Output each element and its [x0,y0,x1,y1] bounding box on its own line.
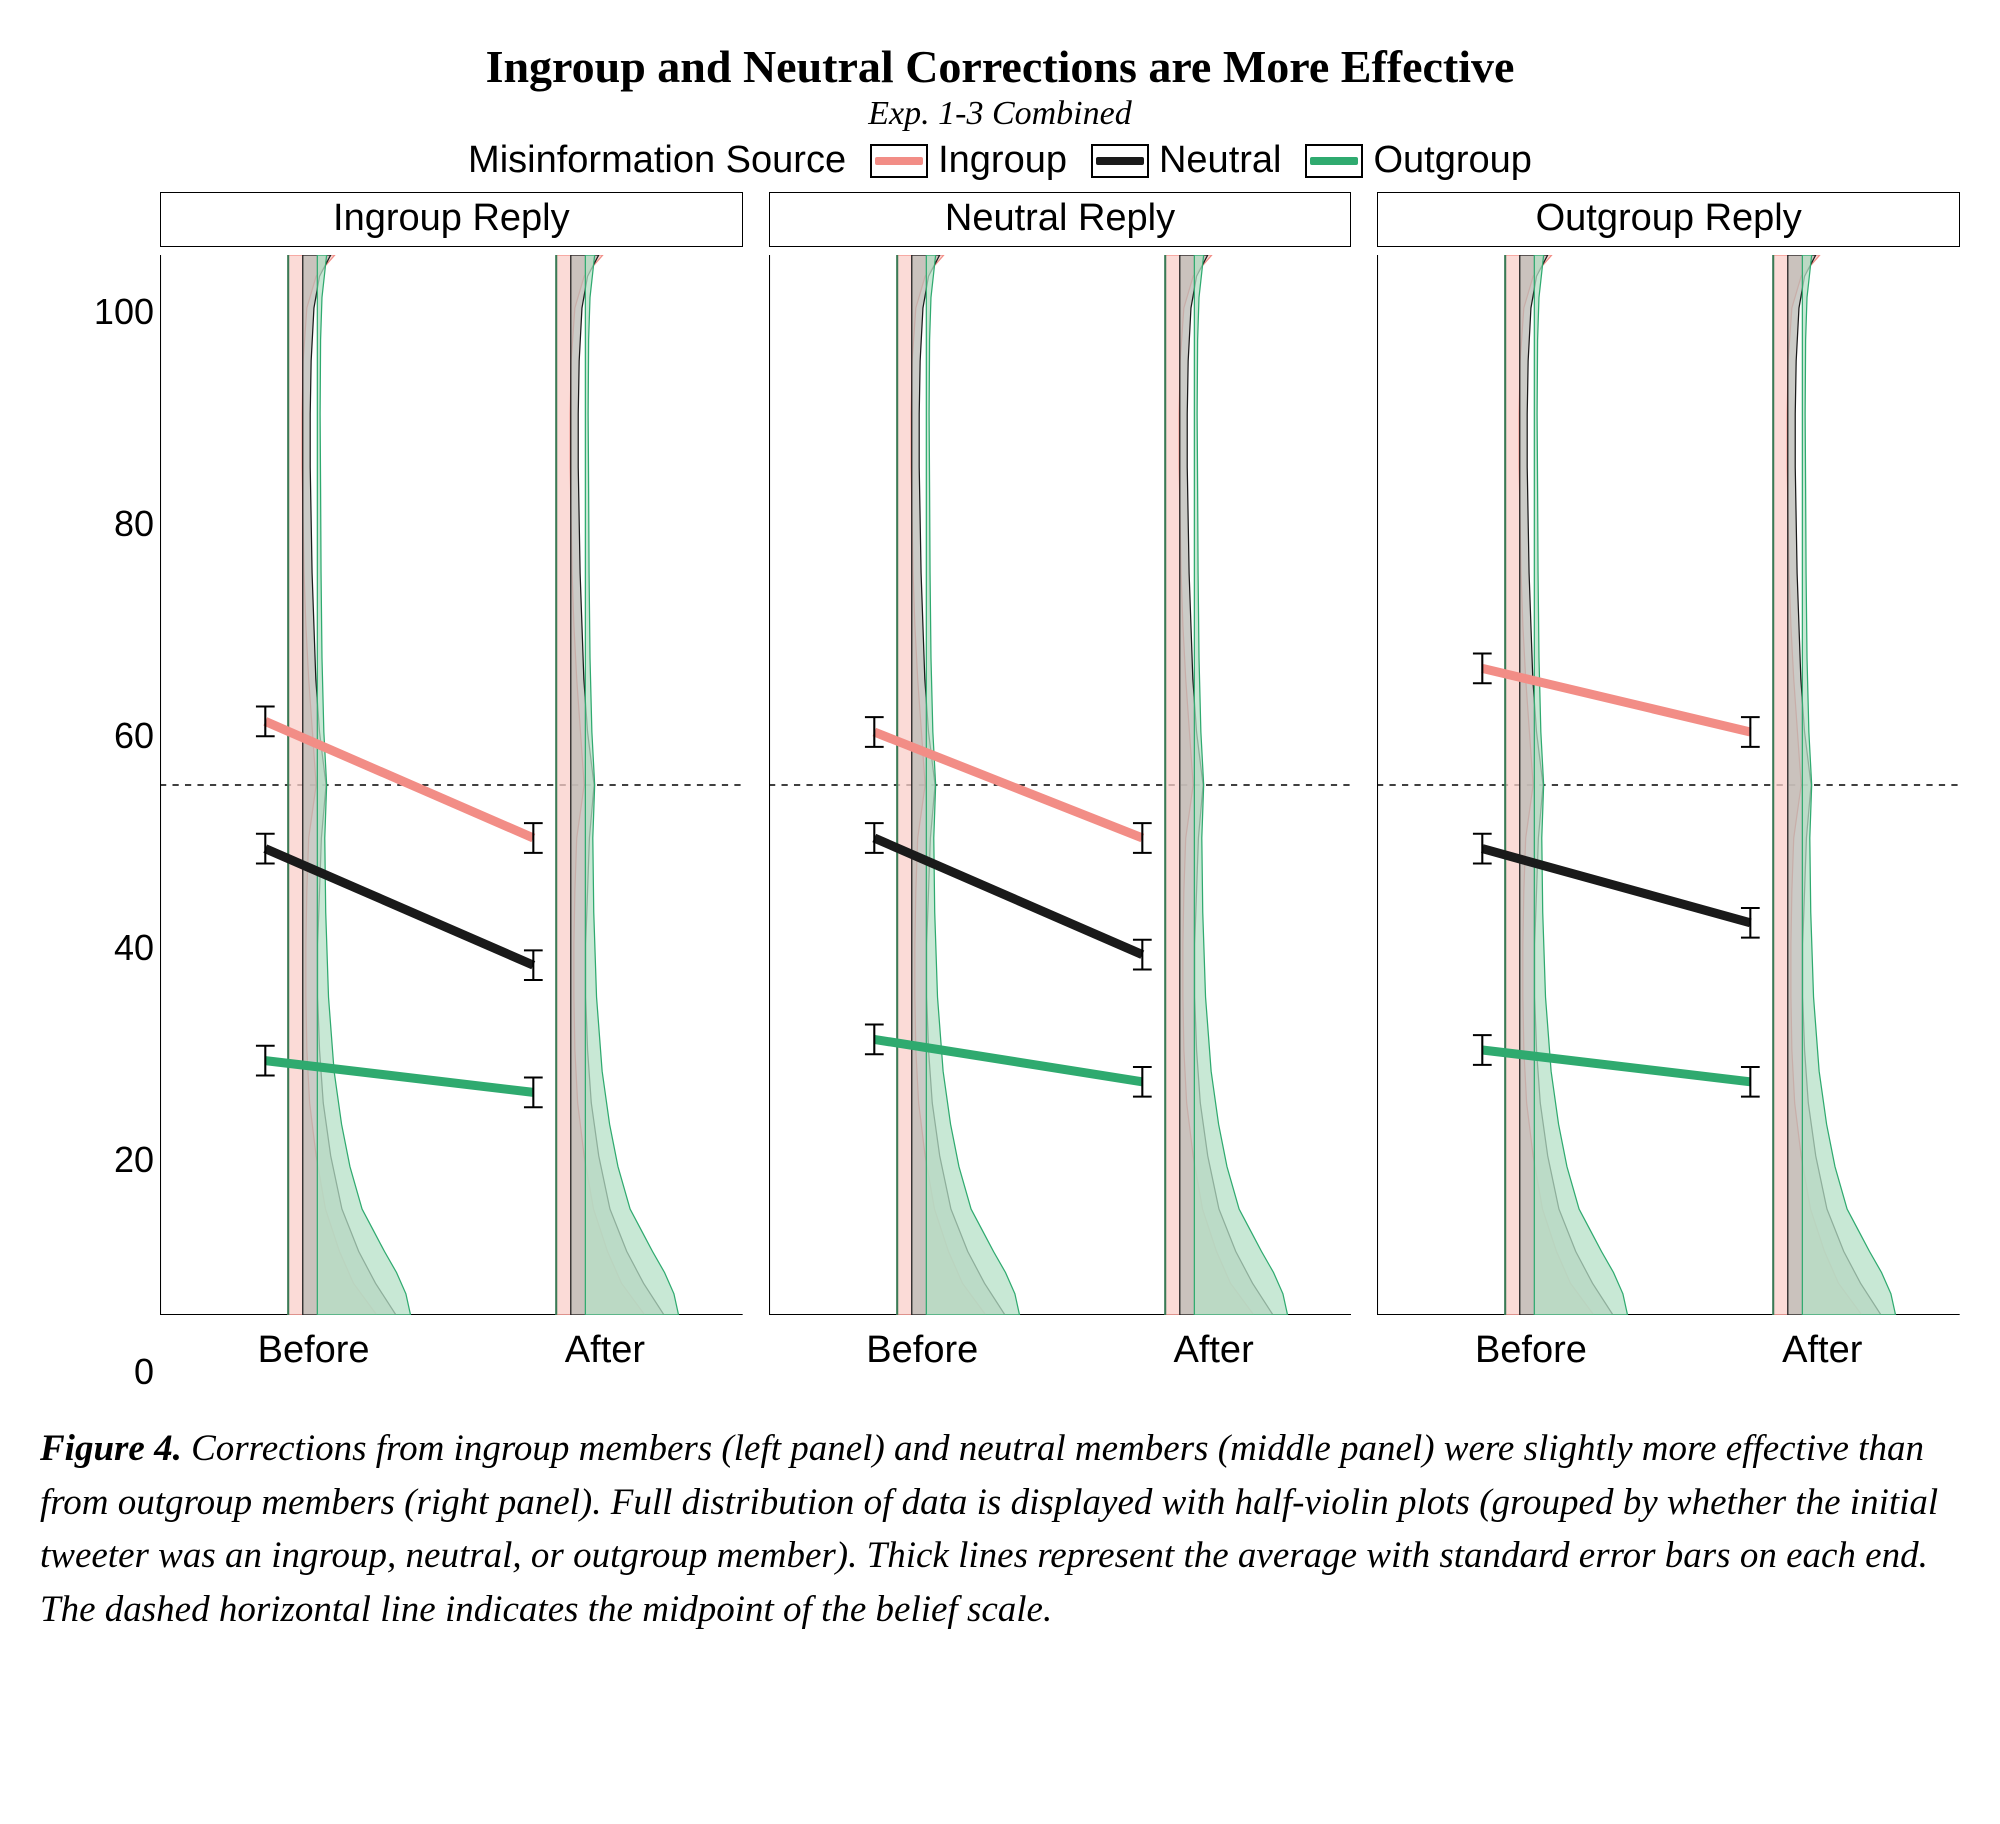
y-tick: 80 [114,503,154,545]
x-tick-label: Before [258,1329,370,1372]
x-axis: Before After [1377,1315,1960,1372]
legend-swatch-neutral [1091,144,1149,178]
y-tick: 40 [114,927,154,969]
legend-text-outgroup: Outgroup [1373,139,1531,182]
y-axis: Belief in Misinformation 020406080100 [40,192,160,1372]
legend-item-outgroup: Outgroup [1305,139,1531,182]
plot-outer: Belief in Misinformation 020406080100 In… [40,192,1960,1372]
x-axis: Before After [160,1315,743,1372]
x-tick-label: Before [866,1329,978,1372]
legend-swatch-ingroup [870,144,928,178]
x-tick-label: After [565,1329,645,1372]
panel-header: Outgroup Reply [1377,192,1960,247]
chart-title: Ingroup and Neutral Corrections are More… [40,40,1960,93]
y-ticks: 020406080100 [40,192,160,1372]
plot-svg [769,255,1352,1315]
y-tick: 20 [114,1139,154,1181]
legend-text-ingroup: Ingroup [938,139,1067,182]
figure-caption: Figure 4. Corrections from ingroup membe… [40,1422,1960,1637]
plot-area [1377,255,1960,1315]
legend-swatch-outgroup [1305,144,1363,178]
plot-svg [160,255,743,1315]
x-tick-label: After [1782,1329,1862,1372]
y-tick: 0 [134,1351,154,1393]
legend: Misinformation Source Ingroup Neutral Ou… [40,139,1960,182]
legend-label: Misinformation Source [468,139,846,182]
x-tick-label: After [1173,1329,1253,1372]
legend-text-neutral: Neutral [1159,139,1282,182]
titles: Ingroup and Neutral Corrections are More… [40,40,1960,133]
panels: Ingroup Reply Before After Neutral Reply Bef… [160,192,1960,1372]
x-axis: Before After [769,1315,1352,1372]
figure: Ingroup and Neutral Corrections are More… [40,40,1960,1637]
caption-label: Figure 4. [40,1428,182,1469]
plot-area [769,255,1352,1315]
legend-item-ingroup: Ingroup [870,139,1067,182]
panel: Neutral Reply Before After [769,192,1352,1372]
panel-header: Ingroup Reply [160,192,743,247]
panel: Ingroup Reply Before After [160,192,743,1372]
plot-svg [1377,255,1960,1315]
x-tick-label: Before [1475,1329,1587,1372]
panel: Outgroup Reply Before After [1377,192,1960,1372]
y-tick: 100 [94,291,154,333]
caption-text: Corrections from ingroup members (left p… [40,1428,1938,1630]
plot-area [160,255,743,1315]
panel-header: Neutral Reply [769,192,1352,247]
chart-subtitle: Exp. 1-3 Combined [40,95,1960,133]
legend-item-neutral: Neutral [1091,139,1282,182]
y-tick: 60 [114,715,154,757]
